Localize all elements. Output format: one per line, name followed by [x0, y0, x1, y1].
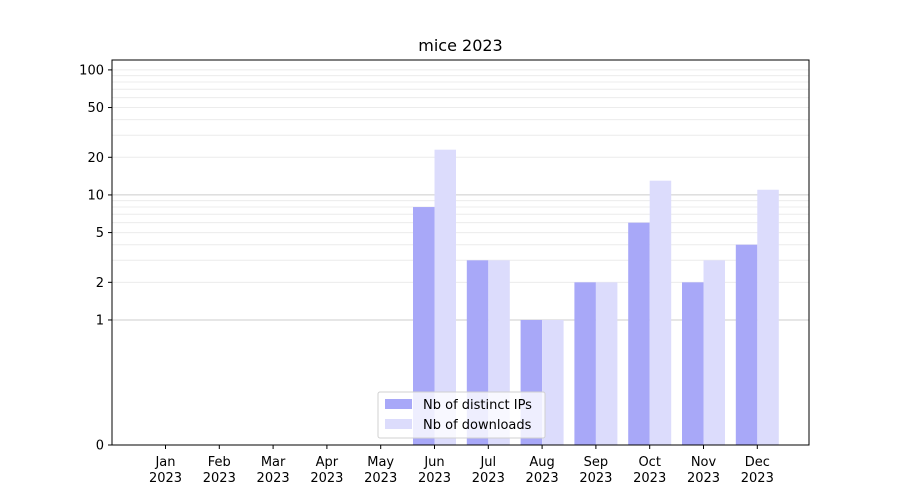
- bar-downloads: [649, 180, 672, 445]
- x-tick-label: Mar 2023: [257, 455, 290, 486]
- y-tick-label: 1: [96, 313, 104, 328]
- x-tick-label: Jun 2023: [418, 455, 451, 486]
- x-tick-label: Aug 2023: [526, 455, 559, 486]
- y-tick-label: 2: [96, 276, 104, 291]
- y-tick-label: 100: [79, 63, 104, 78]
- y-tick-label: 10: [87, 188, 104, 203]
- chart-title: mice 2023: [418, 36, 502, 55]
- x-tick-label: Nov 2023: [687, 455, 720, 486]
- bar-distinct-ips: [574, 282, 596, 445]
- bar-downloads: [703, 260, 725, 445]
- bar-downloads: [434, 149, 456, 446]
- x-tick-label: Oct 2023: [633, 455, 666, 486]
- y-tick-label: 0: [96, 439, 104, 454]
- grid-lines: [112, 69, 809, 321]
- y-axis: 0 1 2 5 10 20 50 100: [79, 63, 112, 454]
- x-tick-label: Jan 2023: [149, 455, 182, 486]
- legend-swatch-downloads: [385, 419, 412, 429]
- legend-label-downloads: Nb of downloads: [423, 418, 532, 433]
- bar-downloads: [542, 319, 564, 445]
- plot-frame: [111, 59, 810, 446]
- legend-swatch-distinct-ips: [385, 399, 412, 409]
- bar-distinct-ips: [682, 282, 704, 445]
- legend-box: [377, 391, 546, 439]
- bar-downloads: [757, 189, 779, 445]
- y-tick-label: 50: [87, 101, 104, 116]
- x-tick-label: May 2023: [364, 455, 397, 486]
- x-tick-label: Sep 2023: [579, 455, 612, 486]
- legend: Nb of distinct IPs Nb of downloads: [377, 391, 546, 439]
- x-tick-label: Dec 2023: [741, 455, 774, 486]
- x-tick-label: Apr 2023: [310, 455, 343, 486]
- bar-downloads: [595, 282, 618, 445]
- x-tick-label: Feb 2023: [203, 455, 236, 486]
- legend-label-distinct-ips: Nb of distinct IPs: [423, 398, 532, 413]
- x-tick-label: Jul 2023: [472, 455, 505, 486]
- y-tick-label: 5: [96, 226, 104, 241]
- bar-distinct-ips: [628, 222, 650, 445]
- y-tick-label: 20: [87, 151, 104, 166]
- bar-distinct-ips: [735, 244, 758, 445]
- bar-distinct-ips: [413, 207, 435, 445]
- x-axis: Jan 2023 Feb 2023 Mar 2023 Apr 2023 May 2023 Jun 20…: [149, 445, 774, 486]
